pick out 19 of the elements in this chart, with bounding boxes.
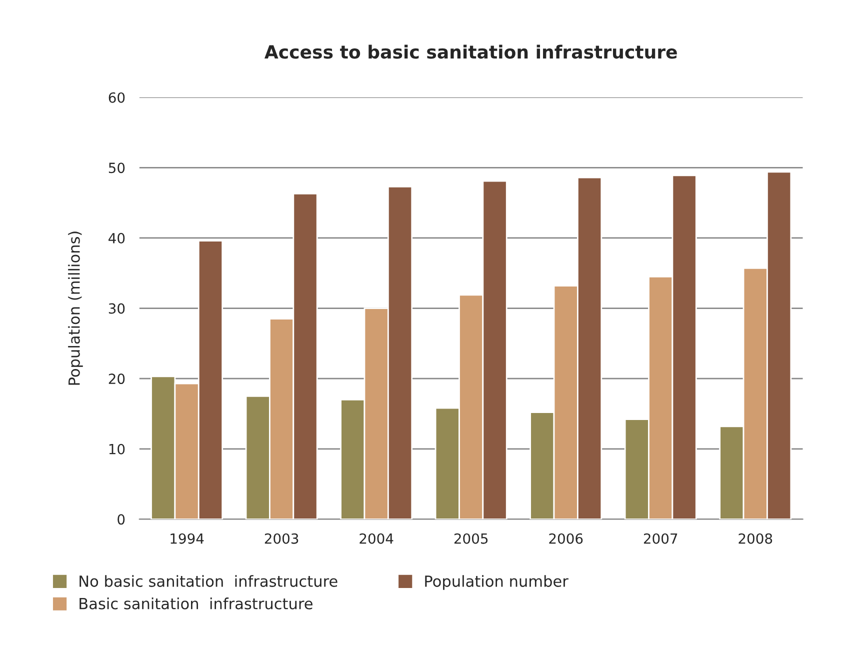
y-tick-label: 0 <box>118 514 125 525</box>
x-tick-label: 2005 <box>454 533 488 544</box>
legend-label: Population number <box>425 575 568 590</box>
x-tick-label: 2004 <box>360 533 394 544</box>
y-axis-title: Population (millions) <box>68 232 83 385</box>
x-tick-label: 2007 <box>644 533 678 544</box>
y-tick-label: 60 <box>108 92 125 103</box>
x-tick-label: 1994 <box>170 533 204 544</box>
y-tick-label: 40 <box>108 232 125 244</box>
chart-title: Access to basic sanitation infrastructure <box>264 44 677 59</box>
x-tick-label: 2006 <box>549 533 583 544</box>
y-tick-label: 10 <box>109 444 125 454</box>
x-tick-label: 2003 <box>264 533 298 544</box>
y-tick-label: 30 <box>108 303 125 314</box>
legend-label: Basic sanitation infrastructure <box>80 598 312 610</box>
x-tick-label: 2008 <box>738 533 772 544</box>
y-tick-label: 50 <box>108 162 125 174</box>
legend-label: No basic sanitation infrastructure <box>80 575 338 587</box>
y-tick-label: 20 <box>108 374 125 384</box>
